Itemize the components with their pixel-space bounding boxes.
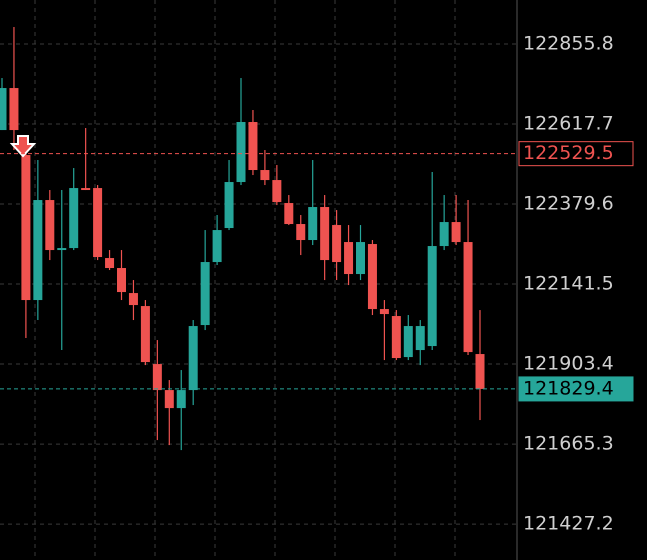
y-tick-label: 122379.6 <box>523 193 614 215</box>
y-tick-label: 122141.5 <box>523 273 614 295</box>
candle-body <box>344 242 354 275</box>
price-box <box>518 376 634 402</box>
candle-body <box>391 316 401 359</box>
candle-body <box>356 242 365 275</box>
candle-body <box>117 268 126 293</box>
candle-body <box>33 200 43 301</box>
candle-body <box>248 122 258 171</box>
candle-body <box>367 244 377 310</box>
candle-body <box>439 222 449 247</box>
candle-body <box>403 326 413 358</box>
candle-body <box>176 390 186 409</box>
y-tick-label: 121427.2 <box>523 513 614 535</box>
candle-body <box>320 207 330 261</box>
candle-body <box>21 155 31 301</box>
candle-body <box>105 258 115 269</box>
y-tick-label: 121665.3 <box>523 433 614 455</box>
price-box <box>518 141 634 167</box>
candle-body <box>272 180 282 203</box>
candle-body <box>284 203 294 225</box>
candle-body <box>451 222 461 243</box>
candle-body <box>188 326 198 391</box>
candle-body <box>224 182 234 229</box>
y-tick-label: 122617.7 <box>523 113 614 135</box>
candle-body <box>379 309 389 315</box>
candle-body <box>463 242 473 353</box>
candle-body <box>308 207 318 241</box>
candle-body <box>152 364 162 391</box>
candle-body <box>200 262 210 326</box>
price-label: 122529.5 <box>523 142 614 164</box>
candle-body <box>236 122 246 183</box>
candle-body <box>57 248 67 251</box>
y-tick-label: 122855.8 <box>523 33 614 55</box>
candle-body <box>69 188 79 249</box>
candle-body <box>415 326 425 351</box>
candle-body <box>332 225 342 263</box>
candle-body <box>164 390 174 409</box>
candle-body <box>427 246 437 347</box>
candle-body <box>93 188 103 258</box>
candle-body <box>475 354 485 389</box>
candle-body <box>9 88 19 131</box>
candle-body <box>45 200 55 251</box>
candle-body <box>212 230 222 263</box>
candle-body <box>0 88 7 131</box>
y-tick-label: 121903.4 <box>523 353 614 375</box>
plot: 122855.8 122617.7 122379.6 122141.5 121903.4… <box>0 27 614 535</box>
candle-body <box>140 306 150 363</box>
sell-arrow <box>9 135 37 158</box>
price-label: 121829.4 <box>523 377 614 399</box>
candle-body <box>260 170 270 181</box>
candle-body <box>128 293 138 306</box>
candle-body <box>296 224 306 241</box>
candle-body <box>81 188 91 191</box>
